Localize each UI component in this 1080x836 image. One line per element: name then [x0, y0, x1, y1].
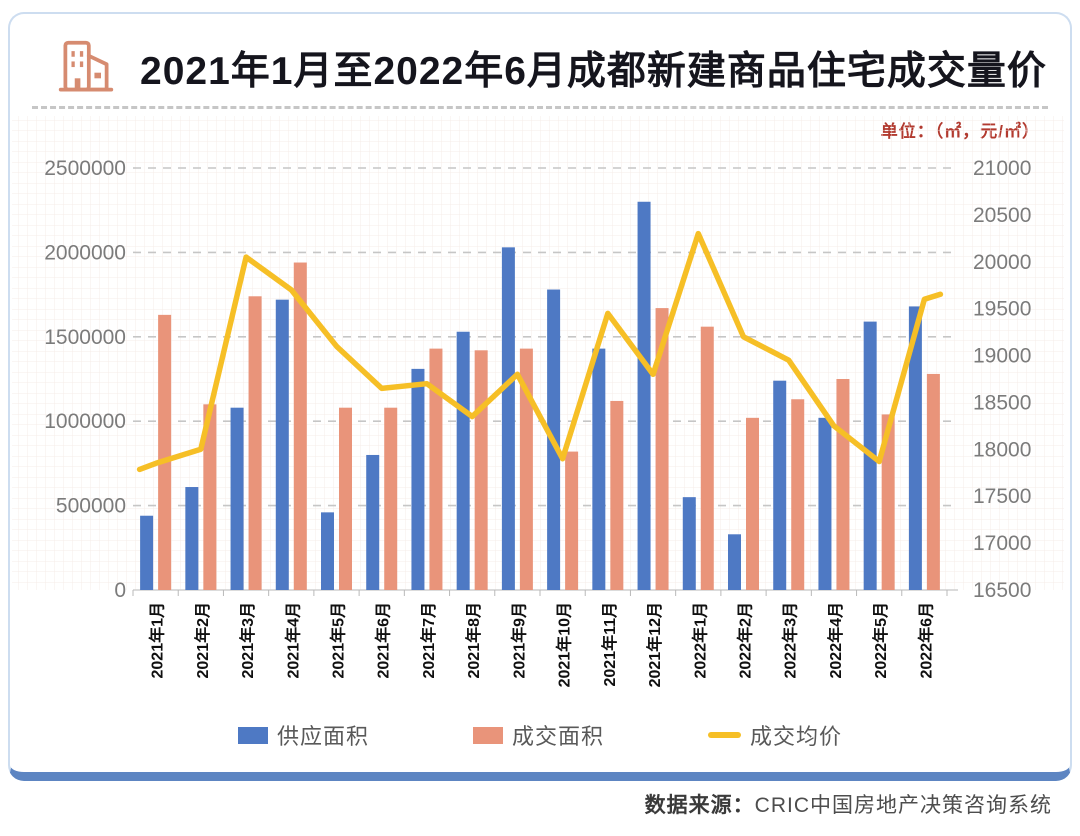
left-tick-1500000: 1500000 [44, 326, 126, 349]
bar-transaction-2022年4月 [836, 379, 850, 590]
bar-transaction-2021年11月 [610, 400, 624, 590]
bar-supply-2021年4月 [275, 299, 289, 590]
data-source-value: CRIC中国房地产决策咨询系统 [754, 794, 1052, 817]
bar-transaction-2022年2月 [746, 417, 759, 590]
x-label-2021年3月: 2021年3月 [238, 602, 257, 679]
bar-supply-2022年3月 [773, 380, 787, 590]
right-tick-19000: 19000 [973, 345, 1031, 368]
legend-label-transaction: 成交面积 [511, 724, 604, 749]
bar-transaction-2022年6月 [926, 373, 940, 590]
bar-transaction-2022年1月 [700, 326, 714, 590]
legend-item-supply: 供应面积 [237, 719, 369, 751]
right-axis-labels: 16500 17000 17500 18000 18500 19000 19500 20000… [973, 157, 1031, 602]
bar-transaction-2021年4月 [293, 262, 307, 590]
x-label-2021年9月: 2021年9月 [509, 602, 528, 679]
x-label-2021年5月: 2021年5月 [329, 602, 348, 679]
legend-item-price: 成交均价 [708, 719, 842, 751]
bar-supply-2021年6月 [366, 454, 380, 590]
card-header: 2021年1月至2022年6月成都新建商品住宅成交量价 [56, 32, 1050, 104]
bar-transaction-2021年5月 [339, 407, 352, 590]
left-tick-500000: 500000 [56, 495, 126, 518]
bar-transaction-2021年7月 [429, 348, 443, 590]
bar-transaction-2021年1月 [158, 314, 172, 590]
left-tick-1000000: 1000000 [44, 410, 126, 433]
left-tick-2000000: 2000000 [44, 241, 126, 264]
x-label-2022年5月: 2022年5月 [871, 602, 890, 679]
legend-item-transaction: 成交面积 [472, 719, 604, 751]
chart-svg: 0 500000 1000000 1500000 2000000 2500000 16500… [12, 116, 1064, 687]
title-period: 2021年1月至2022年6月 [140, 50, 567, 93]
bar-supply-2021年9月 [501, 247, 515, 590]
bar-transaction-2021年12月 [655, 308, 669, 590]
bar-transaction-2021年2月 [203, 404, 217, 590]
bar-transaction-2022年5月 [881, 414, 895, 590]
bars-supply [140, 201, 922, 590]
bar-supply-2022年2月 [728, 534, 741, 590]
legend-label-price: 成交均价 [750, 724, 843, 749]
bar-supply-2021年2月 [185, 487, 199, 590]
data-source: 数据来源：CRIC中国房地产决策咨询系统 [645, 789, 1052, 819]
data-source-label: 数据来源： [644, 794, 755, 817]
x-label-2021年4月: 2021年4月 [283, 602, 302, 679]
bar-transaction-2021年9月 [519, 348, 533, 590]
bar-supply-2021年5月 [321, 512, 334, 590]
x-axis-labels: 2021年1月 2021年2月 2021年3月 2021年4月 2021年5月 2021年… [148, 602, 936, 687]
bar-supply-2021年12月 [637, 201, 651, 590]
bar-transaction-2021年10月 [565, 451, 579, 590]
right-tick-20500: 20500 [973, 204, 1031, 227]
right-tick-18000: 18000 [973, 438, 1031, 461]
bar-transaction-2021年8月 [474, 350, 488, 590]
building-icon [58, 40, 114, 92]
x-label-2021年7月: 2021年7月 [419, 602, 438, 679]
left-axis-labels: 0 500000 1000000 1500000 2000000 2500000 [44, 157, 126, 602]
x-label-2021年1月: 2021年1月 [148, 602, 167, 679]
bar-supply-2021年7月 [411, 368, 425, 590]
right-tick-18500: 18500 [973, 391, 1031, 414]
title-divider [32, 106, 1048, 109]
legend-swatch-transaction [472, 726, 503, 744]
right-tick-17500: 17500 [973, 485, 1031, 508]
x-label-2021年10月: 2021年10月 [555, 602, 574, 687]
right-tick-21000: 21000 [973, 157, 1031, 180]
right-tick-16500: 16500 [973, 579, 1031, 602]
bar-transaction-2021年3月 [248, 296, 262, 590]
legend-label-supply: 供应面积 [276, 724, 369, 749]
bar-supply-2022年1月 [682, 497, 696, 590]
bar-supply-2022年6月 [908, 306, 922, 590]
legend-swatch-supply [237, 726, 268, 744]
x-label-2021年6月: 2021年6月 [374, 602, 393, 679]
bar-transaction-2022年3月 [791, 399, 805, 590]
chart-legend: 供应面积 成交面积 成交均价 [10, 719, 1070, 751]
x-label-2021年12月: 2021年12月 [645, 602, 664, 687]
bar-supply-2022年4月 [818, 417, 832, 590]
right-tick-20000: 20000 [973, 251, 1031, 274]
bar-supply-2021年3月 [230, 407, 244, 590]
title-subject: 成都新建商品住宅成交量价 [566, 50, 1047, 93]
x-label-2022年3月: 2022年3月 [781, 602, 800, 679]
x-label-2021年11月: 2021年11月 [600, 602, 619, 687]
bar-transaction-2021年6月 [384, 407, 398, 590]
x-label-2022年6月: 2022年6月 [916, 602, 935, 679]
chart-card: 2021年1月至2022年6月成都新建商品住宅成交量价 单位：（㎡，元/㎡） 0… [8, 12, 1072, 781]
left-tick-0: 0 [114, 579, 126, 602]
x-label-2022年4月: 2022年4月 [826, 602, 845, 679]
x-label-2022年2月: 2022年2月 [736, 602, 755, 679]
bar-supply-2021年11月 [592, 348, 606, 590]
x-label-2021年2月: 2021年2月 [193, 602, 212, 679]
page-title: 2021年1月至2022年6月成都新建商品住宅成交量价 [140, 40, 1047, 96]
x-axis-ticks [132, 590, 948, 596]
right-tick-19500: 19500 [973, 298, 1031, 321]
left-tick-2500000: 2500000 [44, 157, 126, 180]
right-tick-17000: 17000 [973, 532, 1031, 555]
price-line [136, 230, 944, 473]
x-label-2022年1月: 2022年1月 [690, 602, 709, 679]
x-label-2021年8月: 2021年8月 [464, 602, 483, 679]
bars-transaction [158, 262, 940, 590]
legend-swatch-price [708, 732, 741, 738]
bar-supply-2021年1月 [140, 515, 154, 590]
bar-supply-2021年8月 [456, 331, 470, 590]
